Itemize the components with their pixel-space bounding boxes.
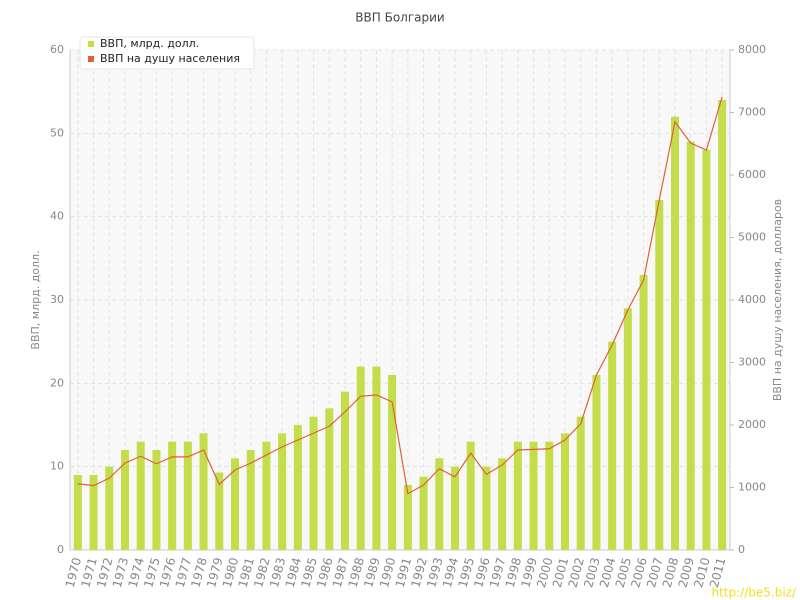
bar — [561, 433, 569, 550]
line — [77, 96, 723, 495]
bar — [372, 366, 381, 550]
bar — [309, 416, 318, 550]
bar — [435, 458, 444, 550]
y-tick-label: 60 — [50, 43, 64, 56]
chart-title: ВВП Болгарии — [355, 11, 444, 25]
y-tick-label: 40 — [50, 210, 64, 223]
y2-tick-label: 6000 — [738, 168, 766, 181]
bar — [608, 341, 617, 550]
bar — [356, 366, 365, 550]
bar — [419, 476, 428, 550]
bar — [576, 416, 585, 550]
bar — [686, 141, 695, 550]
bar — [451, 466, 459, 550]
bar — [168, 441, 177, 550]
bar — [498, 458, 507, 550]
bar — [89, 475, 98, 550]
y2-tick-label: 7000 — [738, 106, 766, 119]
bar — [702, 150, 711, 550]
bar — [623, 308, 632, 550]
bar — [482, 466, 491, 550]
bar — [655, 200, 664, 550]
y2-tick-label: 0 — [738, 543, 745, 556]
bar — [592, 375, 601, 550]
y2-tick-label: 4000 — [738, 293, 766, 306]
y2-tick-label: 8000 — [738, 43, 766, 56]
bar — [199, 433, 208, 550]
bar — [262, 441, 271, 550]
legend-label: ВВП, млрд. долл. — [100, 37, 199, 50]
legend-swatch — [88, 41, 94, 47]
bar — [545, 441, 554, 550]
y-tick-label: 30 — [50, 293, 64, 306]
bar — [105, 466, 114, 550]
bar — [639, 275, 648, 550]
y2-tick-label: 5000 — [738, 231, 766, 244]
y2-axis-title: ВВП на душу населения, долларов — [771, 199, 784, 401]
bar — [466, 441, 475, 550]
y-tick-label: 50 — [50, 126, 64, 139]
bar — [529, 441, 538, 550]
bar — [183, 441, 192, 550]
y-axis-title: ВВП, млрд. долл. — [29, 250, 42, 349]
watermark: http://be5.biz/ — [711, 586, 796, 600]
bar — [73, 475, 82, 550]
legend-swatch — [88, 56, 94, 62]
y2-tick-label: 1000 — [738, 481, 766, 494]
bar — [341, 391, 349, 550]
bar — [293, 425, 302, 550]
bar — [215, 472, 224, 550]
legend-box — [79, 36, 255, 70]
y-tick-label: 10 — [50, 460, 64, 473]
y-tick-label: 0 — [57, 543, 64, 556]
y2-tick-label: 2000 — [738, 418, 766, 431]
y2-tick-label: 3000 — [738, 356, 766, 369]
legend: ВВП, млрд. долл. ВВП на душу населения — [79, 36, 255, 70]
bar — [136, 441, 145, 550]
bar — [513, 441, 522, 550]
bar — [325, 408, 334, 550]
bar — [388, 375, 397, 550]
bar — [671, 116, 679, 551]
bar — [718, 100, 727, 550]
bar — [246, 450, 255, 550]
legend-label: ВВП на душу населения — [100, 52, 240, 65]
bar — [278, 433, 287, 550]
bar — [231, 458, 239, 550]
bar — [152, 450, 161, 550]
bar — [121, 450, 129, 550]
bar — [403, 485, 412, 550]
y-tick-label: 20 — [50, 376, 64, 389]
